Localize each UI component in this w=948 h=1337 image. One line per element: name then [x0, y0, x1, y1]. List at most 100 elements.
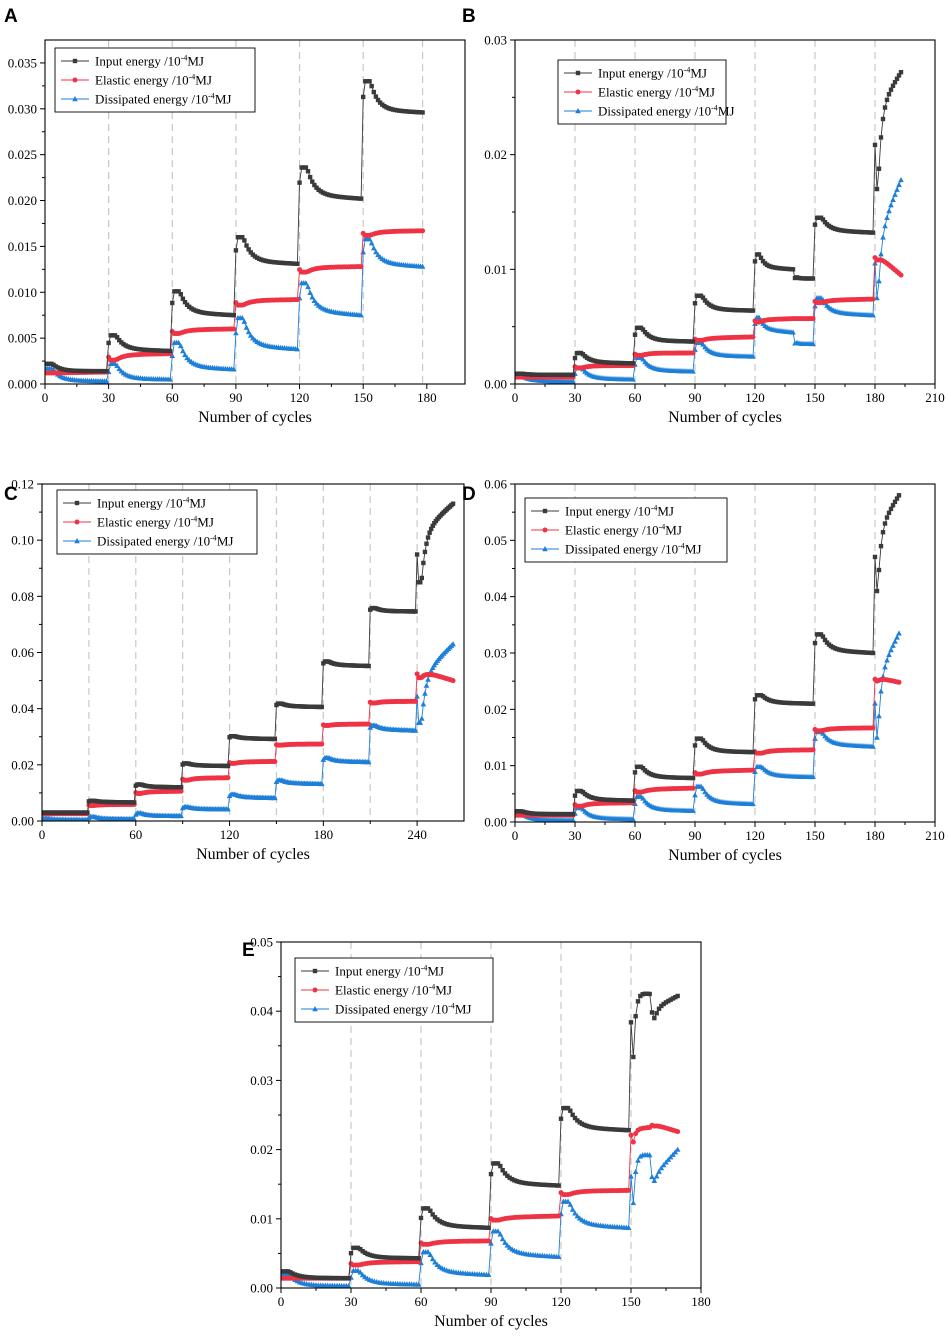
elastic-energy-point — [225, 775, 231, 781]
elastic-energy-point — [690, 785, 696, 791]
input-energy-point — [404, 1255, 410, 1261]
input-energy-point — [874, 588, 880, 594]
dissipated-energy-point — [225, 806, 231, 812]
input-legend-label: Input energy /10-4MJ — [565, 504, 674, 519]
elastic-energy-point — [178, 788, 184, 794]
input-energy-point — [610, 1127, 615, 1132]
input-energy-point — [507, 1175, 512, 1180]
input-energy-point — [453, 1223, 459, 1229]
input-energy-point — [700, 295, 706, 300]
input-energy-point — [233, 248, 239, 253]
dissipated-energy-point — [230, 366, 237, 372]
input-energy-point — [472, 1225, 477, 1230]
dissipated-energy-point — [485, 1271, 492, 1278]
x-tick-label: 180 — [865, 828, 885, 843]
y-tick-label: 0.05 — [250, 935, 273, 950]
input-energy-point — [367, 1252, 372, 1258]
x-tick-label: 180 — [417, 390, 437, 405]
input-energy-point — [752, 697, 758, 702]
input-energy-point — [242, 238, 247, 243]
input-energy-point — [337, 1275, 342, 1281]
input-energy-point — [225, 763, 231, 769]
input-energy-point — [369, 1253, 375, 1258]
x-tick-label: 90 — [689, 390, 702, 405]
input-legend-marker — [72, 58, 78, 64]
dissipated-energy-point — [660, 1162, 667, 1168]
y-tick-label: 0.00 — [11, 814, 34, 829]
input-energy-point — [246, 247, 251, 252]
input-energy-point — [752, 259, 758, 264]
input-energy-point — [630, 361, 636, 366]
input-energy-point — [330, 1275, 335, 1281]
input-energy-point — [500, 1168, 505, 1173]
dissipated-energy-point — [635, 1157, 641, 1163]
dissipated-energy-point — [429, 1256, 436, 1262]
elastic-legend-marker — [72, 77, 78, 83]
input-energy-point — [876, 166, 882, 171]
dissipated-energy-point — [175, 339, 182, 345]
chart-panel-d: D 0 30 60 90 120 150 180 210 0.00 0.01 0.02 0.03 0.04… — [462, 477, 945, 865]
input-energy-point — [577, 1120, 582, 1125]
input-energy-point — [355, 1245, 361, 1251]
input-energy-point — [379, 1254, 384, 1260]
input-energy-point — [647, 991, 652, 997]
dissipated-energy-point — [570, 817, 576, 822]
x-tick-label: 150 — [805, 828, 825, 843]
input-energy-point — [167, 348, 173, 354]
input-energy-point — [572, 1115, 578, 1121]
dissipated-energy-point — [114, 362, 120, 368]
input-energy-point — [288, 1270, 293, 1275]
input-energy-point — [295, 261, 300, 267]
y-tick-label: 0.06 — [11, 645, 34, 660]
series-group — [281, 991, 681, 1288]
x-tick-label: 120 — [745, 390, 765, 405]
elastic-energy-point — [630, 1139, 636, 1145]
y-tick-label: 0.04 — [11, 701, 34, 716]
input-energy-point — [114, 335, 120, 340]
dissipated-energy-point — [555, 1253, 562, 1260]
input-energy-point — [304, 1274, 309, 1280]
series-group — [515, 493, 902, 822]
input-energy-point — [481, 1225, 487, 1230]
dissipated-legend-label: Dissipated energy /10-4MJ — [97, 534, 233, 549]
dissipated-energy-point — [630, 376, 636, 382]
input-energy-point — [886, 92, 892, 97]
input-energy-point — [642, 991, 648, 996]
dissipated-energy-point — [630, 816, 636, 822]
input-energy-point — [435, 1217, 440, 1222]
input-energy-point — [299, 1274, 305, 1279]
y-tick-label: 0.005 — [8, 331, 37, 346]
dissipated-energy-point — [131, 816, 137, 821]
input-energy-point — [521, 1180, 526, 1186]
dissipated-energy-point — [178, 812, 184, 819]
input-energy-point — [449, 1223, 454, 1228]
input-energy-point — [176, 289, 181, 294]
input-energy-point — [690, 775, 696, 781]
input-energy-point — [407, 1255, 412, 1261]
input-energy-point — [872, 554, 878, 560]
x-tick-label: 180 — [865, 390, 885, 405]
input-energy-point — [470, 1224, 475, 1230]
input-energy-point — [353, 1245, 358, 1251]
input-legend-label: Input energy /10-4MJ — [95, 54, 204, 69]
input-energy-point — [182, 299, 188, 305]
input-energy-point — [640, 992, 645, 997]
input-energy-point — [570, 372, 576, 378]
dissipated-energy-point — [756, 314, 762, 320]
input-energy-point — [117, 337, 122, 343]
input-energy-point — [178, 785, 184, 790]
dissipated-energy-point — [294, 346, 301, 352]
dissipated-energy-point — [502, 1239, 508, 1245]
elastic-energy-point — [870, 296, 876, 302]
x-tick-label: 30 — [569, 390, 582, 405]
input-energy-point — [292, 1272, 298, 1277]
input-energy-point — [663, 1000, 669, 1005]
input-energy-point — [502, 1171, 508, 1176]
input-energy-point — [872, 142, 878, 148]
input-energy-point — [451, 1223, 456, 1228]
input-energy-point — [244, 243, 249, 248]
y-tick-label: 0.05 — [484, 533, 507, 548]
input-energy-point — [327, 1275, 333, 1281]
dissipated-energy-line — [281, 1149, 679, 1287]
dissipated-energy-point — [432, 1259, 438, 1265]
